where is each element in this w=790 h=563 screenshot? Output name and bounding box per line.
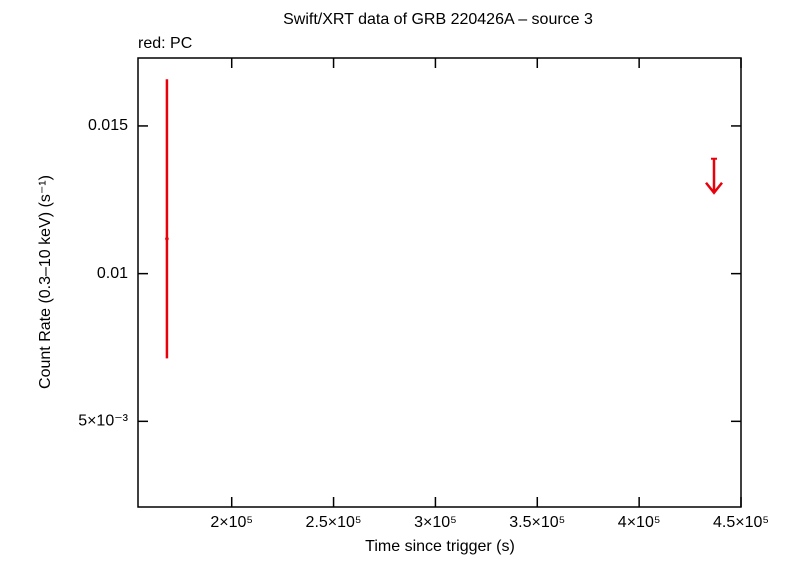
x-tick-label: 4×10⁵ [618, 514, 661, 531]
y-axis-label: Count Rate (0.3–10 keV) (s⁻¹) [37, 175, 54, 389]
plot-frame [137, 57, 742, 508]
x-tick-label: 4.5×10⁵ [713, 514, 769, 531]
data-point [165, 236, 169, 241]
x-axis-label: Time since trigger (s) [365, 538, 515, 555]
chart-title: Swift/XRT data of GRB 220426A – source 3 [283, 11, 593, 28]
y-tick-label: 5×10⁻³ [78, 413, 128, 430]
x-tick-label: 2×10⁵ [210, 514, 253, 531]
x-tick-label: 2.5×10⁵ [306, 514, 362, 531]
legend-note: red: PC [138, 35, 192, 52]
x-tick-label: 3×10⁵ [414, 514, 457, 531]
x-tick-label: 3.5×10⁵ [509, 514, 565, 531]
upper-limit-arrow [705, 158, 723, 195]
y-tick-label: 0.015 [88, 117, 128, 134]
y-tick-label: 0.01 [97, 265, 128, 282]
